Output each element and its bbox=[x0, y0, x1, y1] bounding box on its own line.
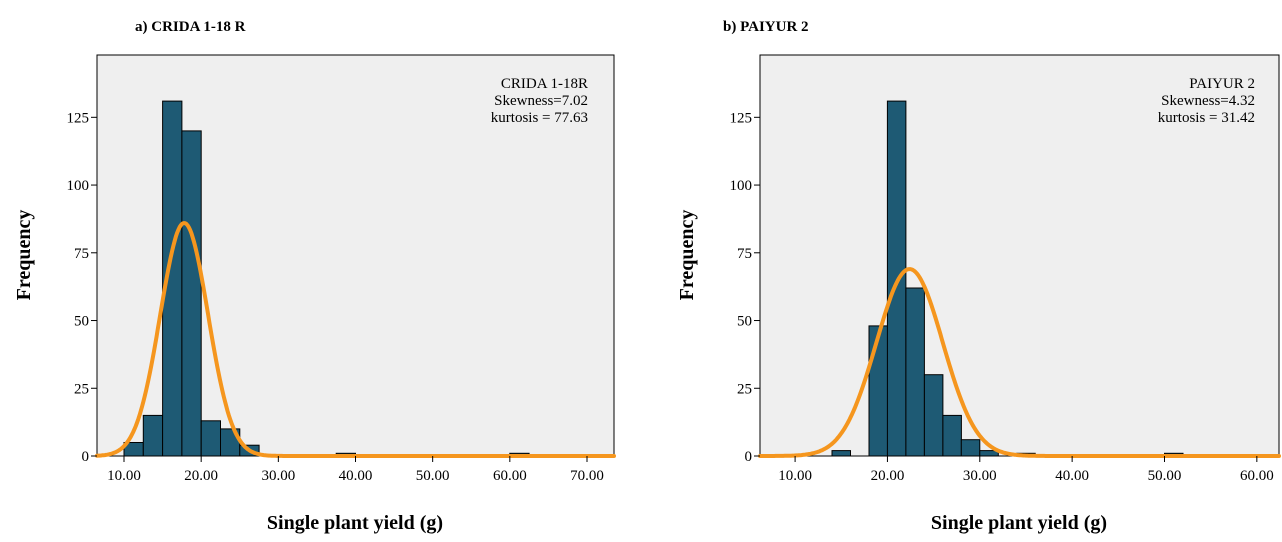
x-tick-label: 10.00 bbox=[107, 468, 141, 484]
bars-group bbox=[123, 100, 530, 457]
histogram-panel-crida: a) CRIDA 1-18 R 0 25 50 75 100 125 10.00 20.00 3… bbox=[13, 19, 616, 534]
y-tick-label: 100 bbox=[730, 178, 753, 194]
y-tick-label: 75 bbox=[74, 246, 89, 262]
y-tick-label: 0 bbox=[745, 449, 753, 465]
chart-title: a) CRIDA 1-18 R bbox=[135, 19, 246, 35]
x-tick-label: 60.00 bbox=[1240, 468, 1274, 484]
chart-title: b) PAIYUR 2 bbox=[723, 19, 809, 35]
plot-area bbox=[759, 54, 1280, 457]
normal-curve bbox=[758, 267, 1281, 458]
histogram-bar bbox=[960, 439, 981, 457]
histogram-bar bbox=[142, 414, 164, 457]
annotation-line-2: Skewness=7.02 bbox=[494, 93, 588, 109]
x-tick-label: 30.00 bbox=[963, 468, 997, 484]
annotation-line-3: kurtosis = 77.63 bbox=[491, 110, 588, 126]
x-tick-label: 20.00 bbox=[184, 468, 218, 484]
y-tick-label: 100 bbox=[67, 178, 90, 194]
histogram-bar bbox=[923, 374, 944, 457]
histogram-chart-paiyur: b) PAIYUR 2 0 25 50 75 100 125 10.00 20.00 30.00… bbox=[676, 19, 1281, 534]
y-tick-label: 125 bbox=[67, 110, 90, 126]
histogram-chart-crida: a) CRIDA 1-18 R 0 25 50 75 100 125 10.00 20.00 3… bbox=[13, 19, 616, 534]
y-axis-label: Frequency bbox=[676, 210, 698, 301]
y-tick-label: 0 bbox=[82, 449, 90, 465]
y-tick-label: 50 bbox=[74, 314, 89, 330]
histogram-panel-paiyur: b) PAIYUR 2 0 25 50 75 100 125 10.00 20.00 30.00… bbox=[641, 0, 1282, 542]
histogram-bar bbox=[979, 450, 999, 457]
annotation-line-2: Skewness=4.32 bbox=[1161, 93, 1255, 109]
ticks-group: 0 25 50 75 100 125 10.00 20.00 30.00 40.00 50.00 60… bbox=[67, 110, 604, 484]
x-tick-label: 40.00 bbox=[1055, 468, 1089, 484]
y-tick-label: 75 bbox=[737, 246, 752, 262]
x-tick-label: 60.00 bbox=[493, 468, 527, 484]
normal-curve-group bbox=[758, 267, 1281, 458]
ticks-group: 0 25 50 75 100 125 10.00 20.00 30.00 40.00 50.00 60… bbox=[730, 110, 1274, 484]
x-tick-label: 50.00 bbox=[1148, 468, 1182, 484]
annotation-line-1: PAIYUR 2 bbox=[1189, 76, 1255, 92]
x-tick-label: 40.00 bbox=[339, 468, 373, 484]
histogram-bar bbox=[831, 450, 851, 457]
histogram-bar bbox=[942, 414, 962, 457]
histogram-bar bbox=[181, 130, 202, 457]
annotation-line-3: kurtosis = 31.42 bbox=[1158, 110, 1255, 126]
x-tick-label: 30.00 bbox=[261, 468, 295, 484]
x-tick-label: 10.00 bbox=[778, 468, 812, 484]
x-axis-label: Single plant yield (g) bbox=[931, 512, 1107, 534]
y-axis-label: Frequency bbox=[13, 210, 35, 301]
annotation-line-1: CRIDA 1-18R bbox=[501, 76, 588, 92]
x-tick-label: 70.00 bbox=[570, 468, 604, 484]
histogram-bar bbox=[905, 287, 925, 457]
histogram-bar bbox=[200, 420, 221, 457]
histogram-bar bbox=[868, 325, 888, 457]
y-tick-label: 125 bbox=[730, 110, 753, 126]
x-tick-label: 20.00 bbox=[871, 468, 905, 484]
y-tick-label: 50 bbox=[737, 314, 752, 330]
y-tick-label: 25 bbox=[74, 381, 89, 397]
x-tick-label: 50.00 bbox=[416, 468, 450, 484]
y-tick-label: 25 bbox=[737, 381, 752, 397]
x-axis-label: Single plant yield (g) bbox=[267, 512, 443, 534]
